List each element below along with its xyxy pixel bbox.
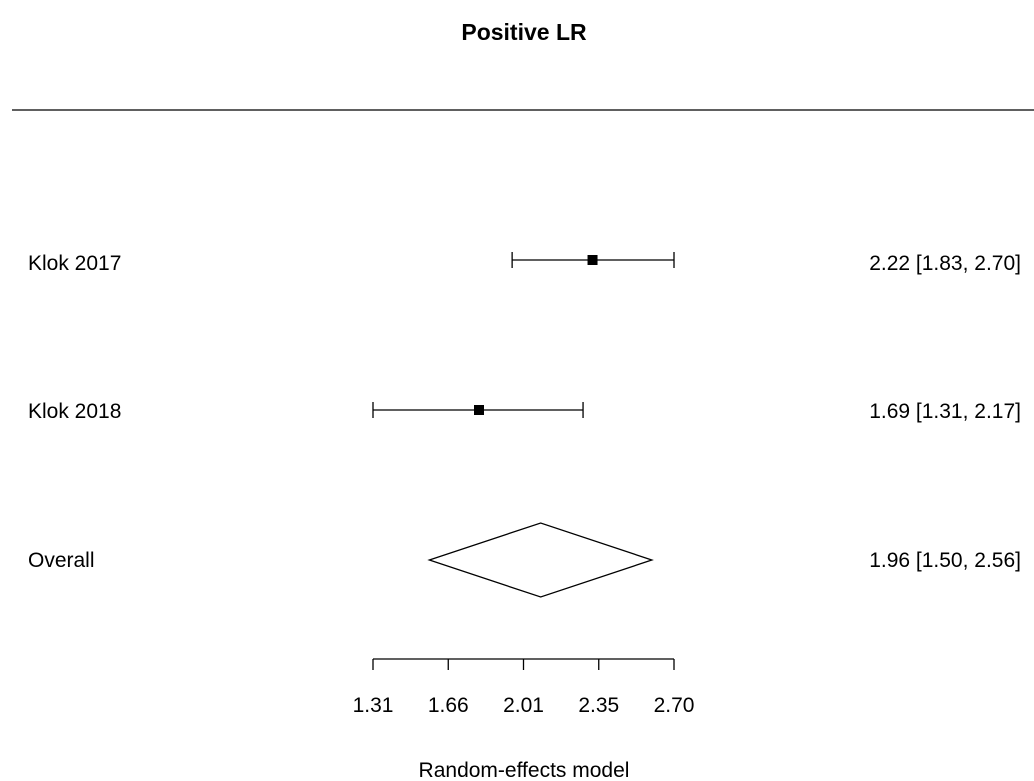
x-axis-tick-label: 2.01 <box>503 694 544 717</box>
x-axis: 1.31 1.66 2.01 2.35 2.70 <box>353 658 695 717</box>
study-row: Klok 2018 1.69 [1.31, 2.17] <box>28 400 1021 423</box>
study-label: Klok 2017 <box>28 252 121 275</box>
x-axis-tick-label: 1.66 <box>428 694 469 717</box>
study-label: Klok 2018 <box>28 400 121 423</box>
study-point-estimate <box>474 405 485 415</box>
x-axis-tick-label: 2.35 <box>578 694 619 717</box>
study-estimate-text: 2.22 [1.83, 2.70] <box>869 252 1021 275</box>
study-estimate-text: 1.69 [1.31, 2.17] <box>869 400 1021 423</box>
study-point-estimate <box>587 255 598 265</box>
x-axis-tick-label: 2.70 <box>654 694 695 717</box>
study-row: Klok 2017 2.22 [1.83, 2.70] <box>28 252 1021 275</box>
overall-label: Overall <box>28 549 95 572</box>
overall-estimate-text: 1.96 [1.50, 2.56] <box>869 549 1021 572</box>
overall-row: Overall 1.96 [1.50, 2.56] <box>28 522 1021 598</box>
x-axis-label: Random-effects model <box>419 759 630 781</box>
x-axis-tick-label: 1.31 <box>353 694 394 717</box>
chart-title: Positive LR <box>461 19 587 45</box>
overall-diamond <box>427 522 654 598</box>
